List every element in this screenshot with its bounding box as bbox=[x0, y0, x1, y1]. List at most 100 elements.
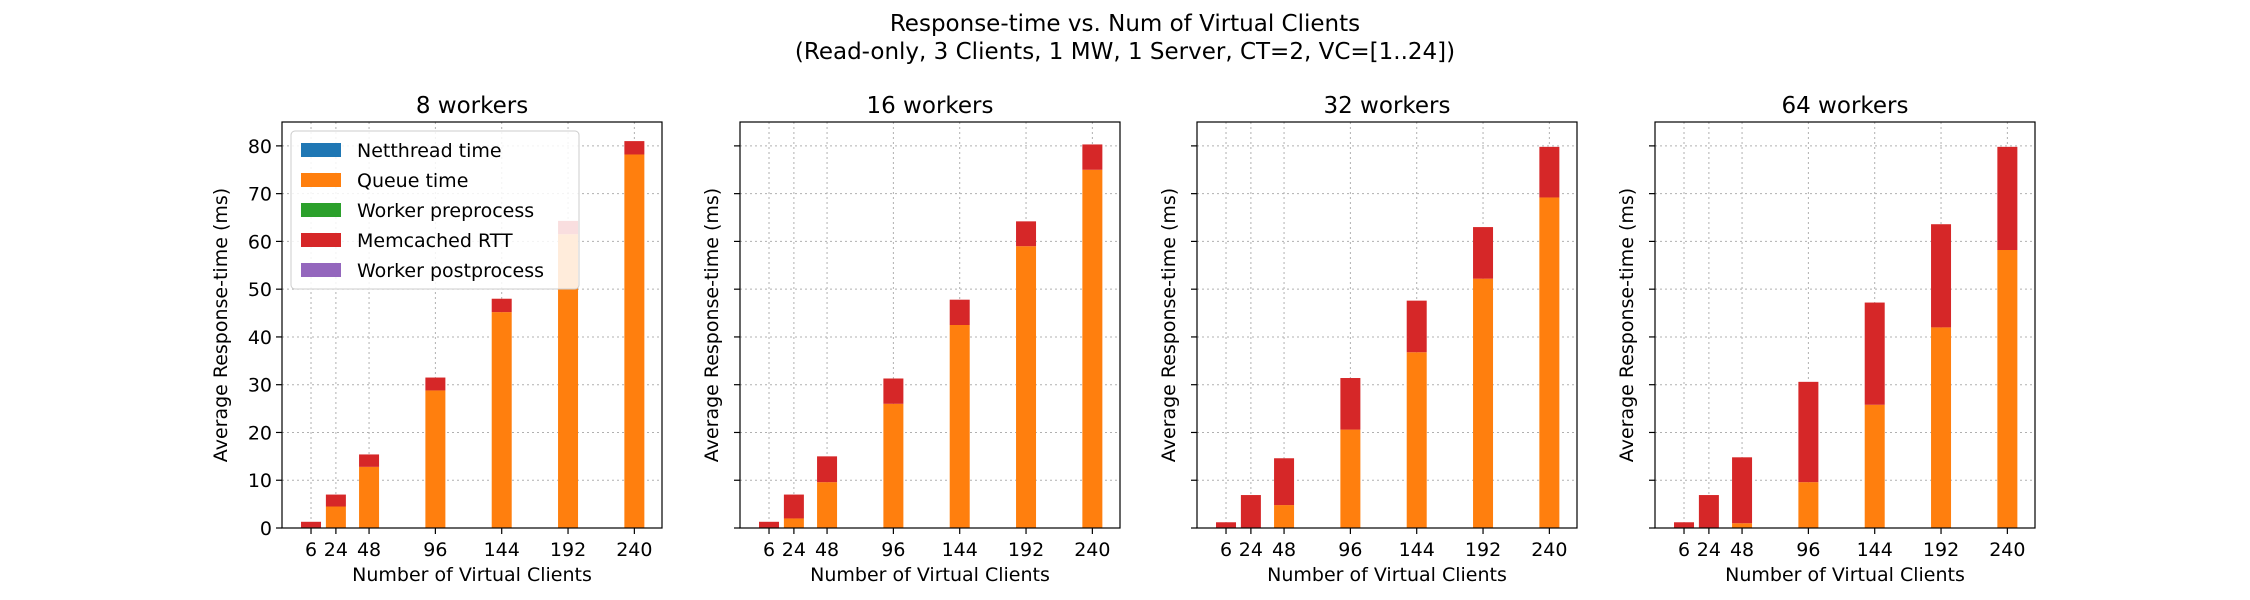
bar-memcached bbox=[1406, 300, 1427, 353]
bar-queue bbox=[1931, 327, 1952, 528]
x-tick-label: 24 bbox=[1697, 539, 1721, 561]
y-tick-label: 20 bbox=[248, 422, 272, 444]
legend-entry-postprocess: Worker postprocess bbox=[357, 260, 544, 282]
x-tick-label: 48 bbox=[1272, 539, 1296, 561]
bar-queue bbox=[1997, 250, 2018, 529]
bar-queue bbox=[1016, 246, 1037, 528]
bar-memcached bbox=[1240, 495, 1261, 528]
x-tick-label: 48 bbox=[357, 539, 381, 561]
bar-memcached bbox=[1216, 522, 1237, 528]
x-tick-label: 6 bbox=[763, 539, 775, 561]
legend-swatch-memcached bbox=[301, 233, 341, 247]
bar-queue bbox=[1473, 278, 1494, 528]
subplot-title: 32 workers bbox=[1323, 93, 1450, 119]
bar-queue bbox=[1082, 169, 1103, 528]
x-tick-label: 24 bbox=[1239, 539, 1263, 561]
x-tick-label: 240 bbox=[1531, 539, 1567, 561]
x-tick-label: 192 bbox=[550, 539, 586, 561]
x-tick-label: 144 bbox=[1399, 539, 1435, 561]
x-tick-label: 96 bbox=[1338, 539, 1362, 561]
x-tick-label: 192 bbox=[1008, 539, 1044, 561]
figure-title-line1: Response-time vs. Num of Virtual Clients bbox=[890, 11, 1360, 37]
bar-memcached bbox=[1997, 146, 2018, 251]
bar-memcached bbox=[1798, 381, 1819, 483]
bar-memcached bbox=[301, 521, 322, 528]
x-axis-label: Number of Virtual Clients bbox=[1725, 564, 1965, 586]
legend-entry-queue: Queue time bbox=[357, 170, 468, 192]
bar-queue bbox=[817, 482, 838, 528]
bar-memcached bbox=[1340, 378, 1361, 430]
bar-memcached bbox=[1016, 221, 1037, 247]
bar-queue bbox=[1406, 352, 1427, 528]
x-tick-label: 192 bbox=[1923, 539, 1959, 561]
x-tick-label: 144 bbox=[484, 539, 520, 561]
y-axis-label: Average Response-time (ms) bbox=[1616, 188, 1638, 462]
x-axis-label: Number of Virtual Clients bbox=[1267, 564, 1507, 586]
bar-queue bbox=[325, 506, 346, 528]
x-tick-label: 48 bbox=[1730, 539, 1754, 561]
bar-queue bbox=[883, 403, 904, 528]
x-tick-label: 192 bbox=[1465, 539, 1501, 561]
x-tick-label: 48 bbox=[815, 539, 839, 561]
subplot-1: 6 24 48 96 144 192 240 0 10 20 30 40 50 60 70 80 8 worke… bbox=[210, 93, 663, 586]
legend-swatch-postprocess bbox=[301, 263, 341, 277]
bar-queue bbox=[1732, 523, 1753, 528]
y-tick-label: 70 bbox=[248, 184, 272, 206]
x-axis-label: Number of Virtual Clients bbox=[352, 564, 592, 586]
y-tick-label: 50 bbox=[248, 279, 272, 301]
y-axis-label: Average Response-time (ms) bbox=[1158, 188, 1180, 462]
bar-memcached bbox=[325, 494, 346, 507]
axes-frame bbox=[281, 121, 663, 529]
legend-entry-preprocess: Worker preprocess bbox=[357, 200, 534, 222]
bar-memcached bbox=[949, 299, 970, 325]
bar-memcached bbox=[624, 141, 645, 155]
x-tick-label: 24 bbox=[782, 539, 806, 561]
x-tick-label: 96 bbox=[881, 539, 905, 561]
x-tick-label: 144 bbox=[942, 539, 978, 561]
legend-swatch-preprocess bbox=[301, 203, 341, 217]
y-tick-label: 0 bbox=[260, 518, 272, 540]
bar-queue bbox=[558, 234, 579, 528]
legend-swatch-queue bbox=[301, 173, 341, 187]
subplot-4: 6 24 48 96 144 192 240 64 workers Number of Virt… bbox=[1616, 93, 2036, 586]
axes-frame bbox=[1654, 121, 2036, 529]
x-tick-label: 6 bbox=[1220, 539, 1232, 561]
y-tick-label: 10 bbox=[248, 470, 272, 492]
legend: Netthread time Queue time Worker preproces… bbox=[290, 130, 580, 290]
bar-memcached bbox=[1698, 495, 1719, 528]
y-tick-label: 30 bbox=[248, 375, 272, 397]
legend-entry-memcached: Memcached RTT bbox=[357, 230, 513, 252]
x-tick-label: 240 bbox=[616, 539, 652, 561]
bar-queue bbox=[1539, 197, 1560, 528]
subplots: 6 24 48 96 144 192 240 0 10 20 30 40 50 60 70 80 8 worke… bbox=[210, 93, 2036, 586]
bar-queue bbox=[1274, 505, 1295, 528]
bar-queue bbox=[624, 154, 645, 529]
bar-memcached bbox=[783, 494, 804, 519]
bar-memcached bbox=[883, 378, 904, 404]
bar-memcached bbox=[1274, 458, 1295, 506]
bar-memcached bbox=[1931, 224, 1952, 328]
subplot-title: 16 workers bbox=[866, 93, 993, 119]
subplot-3: 6 24 48 96 144 192 240 32 workers Number of Virt… bbox=[1158, 93, 1578, 586]
x-tick-label: 96 bbox=[1796, 539, 1820, 561]
bar-memcached bbox=[1732, 457, 1753, 524]
bar-queue bbox=[949, 325, 970, 528]
x-tick-label: 240 bbox=[1989, 539, 2025, 561]
x-tick-label: 96 bbox=[423, 539, 447, 561]
x-axis-label: Number of Virtual Clients bbox=[810, 564, 1050, 586]
x-tick-label: 6 bbox=[305, 539, 317, 561]
axes-frame bbox=[1196, 121, 1578, 529]
bar-memcached bbox=[1473, 227, 1494, 279]
legend-box bbox=[290, 130, 580, 290]
x-tick-label: 144 bbox=[1857, 539, 1893, 561]
axes-frame bbox=[739, 121, 1121, 529]
x-tick-label: 240 bbox=[1074, 539, 1110, 561]
bar-queue bbox=[1798, 482, 1819, 528]
figure-title-line2: (Read-only, 3 Clients, 1 MW, 1 Server, C… bbox=[795, 39, 1455, 65]
bar-queue bbox=[783, 518, 804, 528]
bar-queue bbox=[359, 466, 380, 528]
subplot-title: 64 workers bbox=[1781, 93, 1908, 119]
legend-swatch-netthread bbox=[301, 143, 341, 157]
x-tick-label: 6 bbox=[1678, 539, 1690, 561]
